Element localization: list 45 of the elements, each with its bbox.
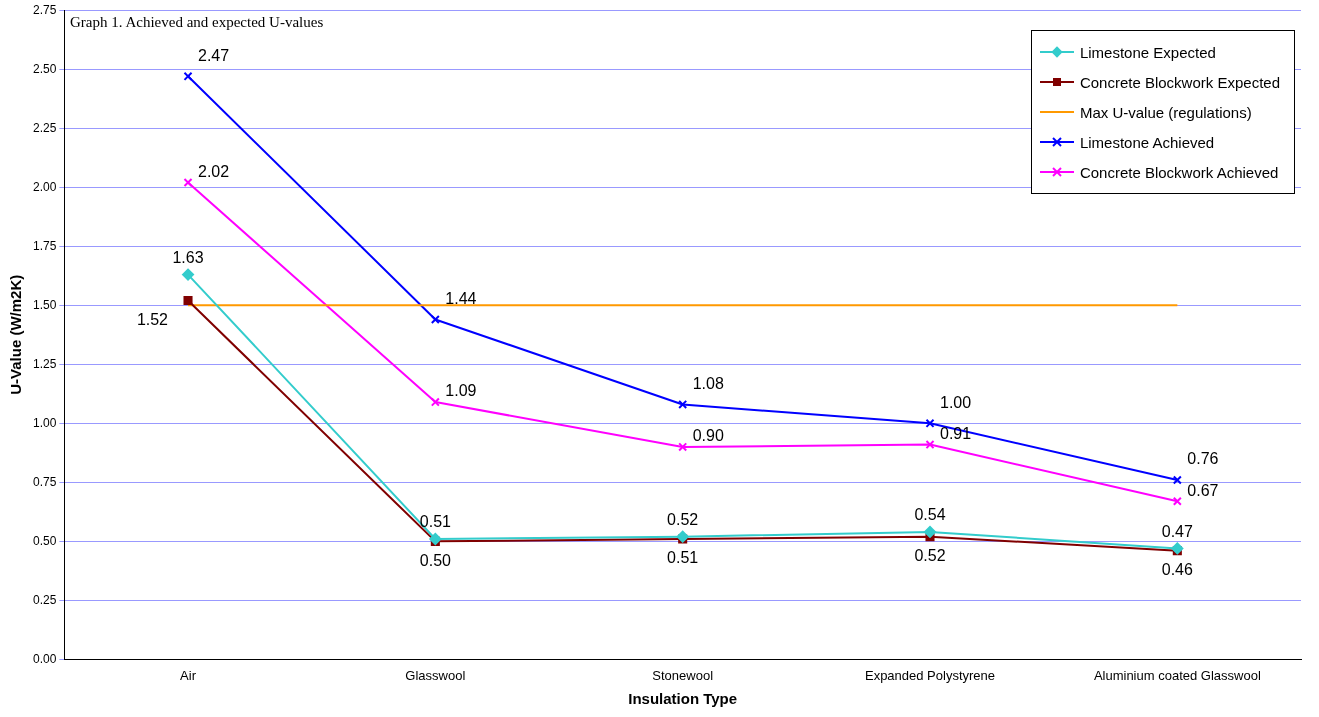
legend-label: Limestone Achieved: [1079, 133, 1215, 151]
data-label: 0.52: [914, 547, 946, 565]
y-tick-label: 0.25: [33, 592, 57, 607]
data-label: 0.54: [914, 506, 946, 524]
y-tick-label: 0.75: [33, 474, 57, 489]
x-tick-label: Aluminium coated Glasswool: [1093, 667, 1261, 683]
y-axis-title: U-Value (W/m2K): [7, 274, 25, 395]
chart-title: Graph 1. Achieved and expected U-values: [70, 14, 324, 31]
x-axis-title: Insulation Type: [628, 690, 738, 708]
data-label: 0.76: [1187, 450, 1219, 468]
data-label: 2.47: [198, 46, 230, 64]
data-label: 1.52: [136, 310, 169, 328]
y-tick-label: 1.75: [33, 238, 57, 253]
data-label: 0.52: [667, 511, 699, 529]
data-label: 1.44: [445, 289, 477, 307]
data-label: 0.50: [419, 551, 452, 569]
y-tick-label: 0.00: [33, 651, 57, 666]
x-tick-label: Air: [180, 667, 197, 683]
data-label: 1.00: [940, 393, 972, 411]
data-label: 0.51: [419, 513, 452, 531]
legend-label: Concrete Blockwork Achieved: [1079, 163, 1279, 181]
data-label: 0.46: [1161, 561, 1194, 579]
x-tick-label: Stonewool: [652, 667, 714, 683]
data-label: 0.91: [940, 424, 972, 442]
x-tick-label: Expanded Polystyrene: [864, 667, 996, 683]
y-tick-label: 1.25: [33, 356, 57, 371]
y-tick-label: 2.50: [33, 61, 57, 76]
data-label: 2.02: [198, 162, 230, 180]
data-label: 1.09: [445, 382, 477, 400]
data-label: 0.47: [1161, 522, 1194, 540]
y-tick-label: 0.50: [33, 533, 57, 548]
y-tick-label: 2.75: [33, 2, 57, 17]
y-tick-label: 2.00: [33, 179, 57, 194]
legend-label: Max U-value (regulations): [1079, 103, 1252, 121]
data-label: 0.67: [1187, 481, 1219, 499]
legend-label: Concrete Blockwork Expected: [1079, 73, 1280, 91]
data-label: 0.51: [667, 549, 699, 567]
y-tick-label: 2.25: [33, 120, 57, 135]
x-tick-label: Glasswool: [405, 667, 466, 683]
legend-label: Limestone Expected: [1079, 43, 1216, 61]
data-label: 0.90: [692, 427, 724, 445]
data-label: 1.08: [692, 374, 724, 392]
y-tick-label: 1.50: [33, 297, 57, 312]
data-label: 1.63: [172, 249, 204, 267]
y-tick-label: 1.00: [33, 415, 57, 430]
